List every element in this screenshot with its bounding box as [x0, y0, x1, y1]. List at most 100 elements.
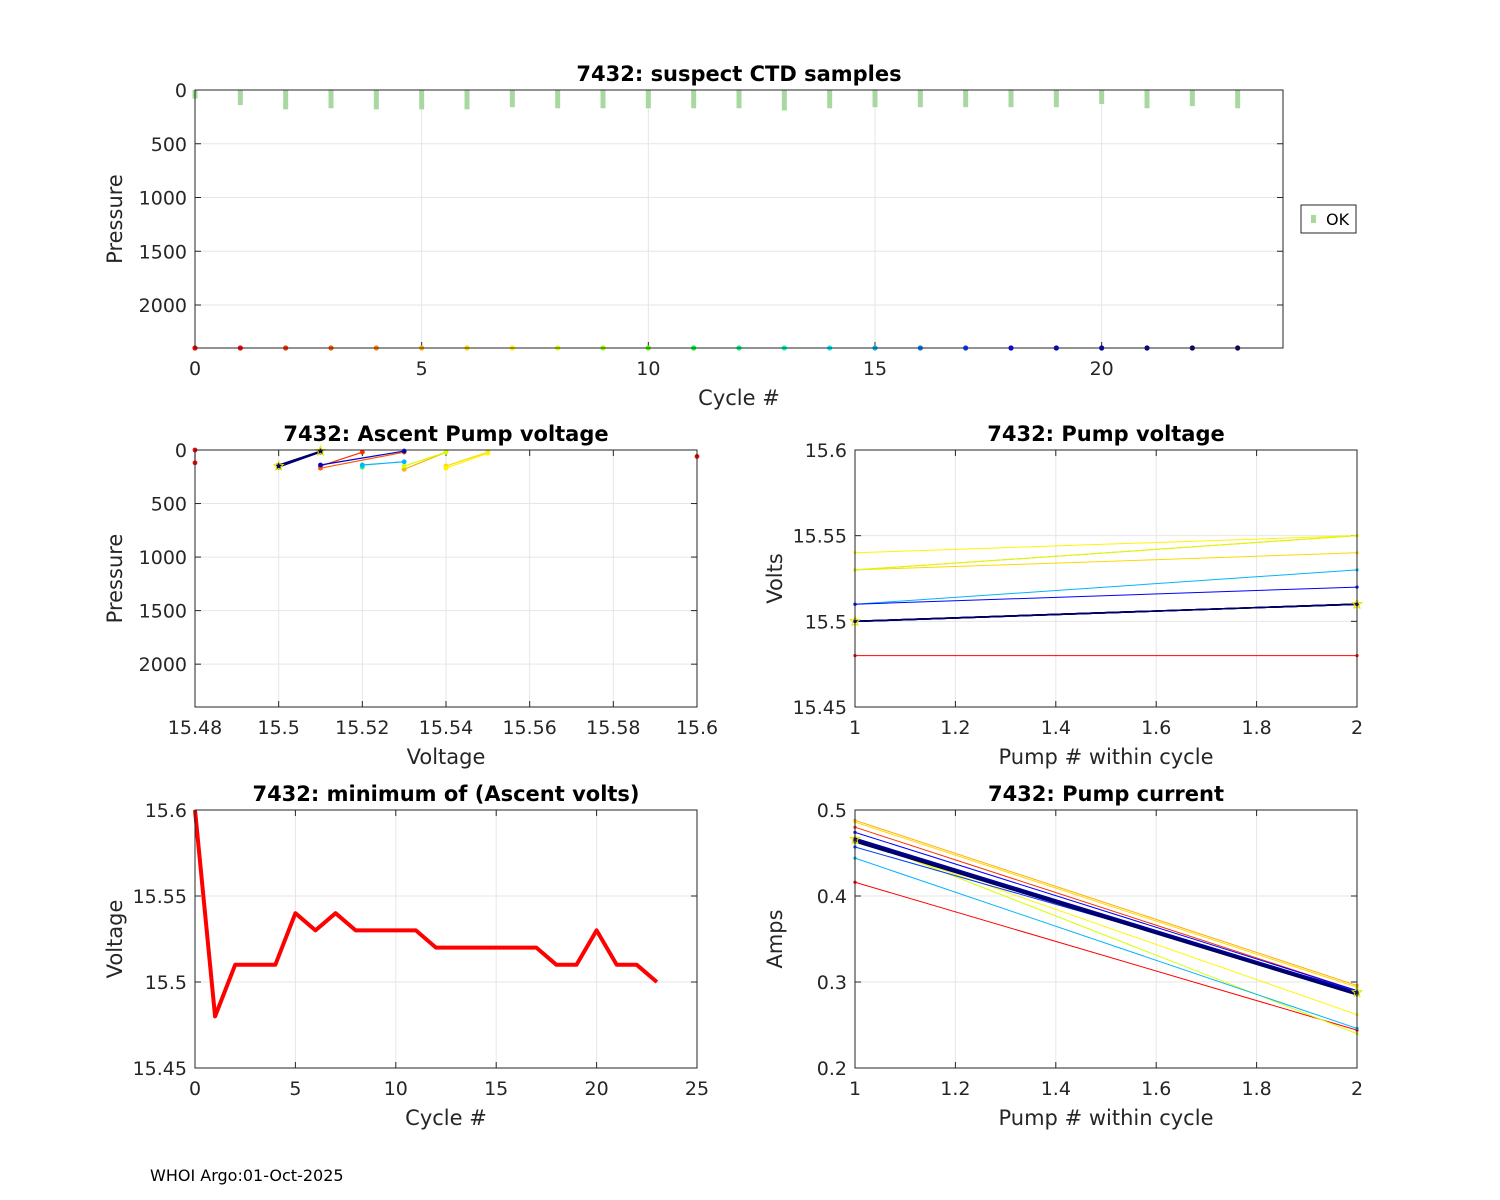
ascent-series-line — [445, 451, 489, 467]
x-tick-label: 5 — [416, 358, 428, 380]
ascent-point — [401, 459, 407, 465]
pump-current-line — [854, 819, 1358, 986]
plot-area — [855, 810, 1357, 1068]
pump-current-line — [854, 826, 1358, 992]
x-tick-label: 1.2 — [940, 1078, 970, 1100]
y-tick-label: 1000 — [139, 547, 187, 569]
ascent-point — [359, 462, 365, 468]
x-axis-label: Cycle # — [698, 386, 780, 410]
chart-title: 7432: Ascent Pump voltage — [283, 422, 608, 446]
pump-current-line — [854, 857, 1358, 1029]
min-voltage-point — [274, 964, 276, 966]
ascent-series-line — [445, 452, 489, 469]
x-tick-label: 2 — [1351, 717, 1363, 739]
footer-stamp: WHOI Argo:01-Oct-2025 — [150, 1166, 344, 1185]
chart-title: 7432: Pump current — [988, 782, 1224, 806]
plot-marks — [193, 809, 659, 1019]
y-tick-label: 2000 — [139, 295, 187, 317]
y-tick-label: 15.45 — [793, 697, 847, 719]
y-tick-label: 15.5 — [145, 972, 187, 994]
y-tick-label: 15.6 — [145, 800, 187, 822]
x-tick-label: 10 — [384, 1078, 408, 1100]
chart-title: 7432: Pump voltage — [987, 422, 1225, 446]
x-tick-label: 15.52 — [335, 717, 389, 739]
chart-min_ascent_volts: 0 5 10 15 20 25 15.45 15.5 15.55 15.6 7432: minimu… — [103, 782, 709, 1130]
x-axis-label: Pump # within cycle — [999, 745, 1214, 769]
x-tick-label: 5 — [289, 1078, 301, 1100]
min-voltage-point — [596, 929, 598, 931]
min-voltage-point — [535, 947, 537, 949]
y-axis-label: Pressure — [103, 534, 127, 624]
pump-current-line — [854, 837, 1358, 1035]
plot-area — [195, 810, 697, 1068]
plot-marks — [848, 534, 1364, 658]
star-marker — [314, 444, 327, 457]
chart-pump_current: 1 1.2 1.4 1.6 1.8 2 0.2 0.3 0.4 0.5 7432: Pump cur… — [763, 782, 1364, 1130]
min-voltage-point — [314, 929, 316, 931]
axes-frame — [194, 89, 1284, 349]
y-tick-label: 500 — [151, 134, 187, 156]
min-voltage-point — [294, 912, 296, 914]
x-tick-label: 1.4 — [1041, 717, 1071, 739]
pump-current-line — [854, 838, 1358, 1016]
legend-label-ok: OK — [1326, 210, 1350, 229]
y-tick-label: 2000 — [139, 654, 187, 676]
x-tick-label: 1 — [849, 1078, 861, 1100]
pump-voltage-line — [854, 569, 1358, 605]
y-tick-label: 15.55 — [793, 526, 847, 548]
y-tick-label: 15.55 — [133, 886, 187, 908]
pump-voltage-line — [854, 603, 1358, 623]
pump-voltage-line — [854, 535, 1358, 554]
x-tick-label: 1.4 — [1041, 1078, 1071, 1100]
ascent-point — [401, 463, 407, 469]
x-tick-label: 0 — [189, 358, 201, 380]
chart-suspect_ctd: 0 5 10 15 20 0 500 1000 1500 2000 7432: suspect CT… — [103, 62, 1357, 410]
x-tick-label: 1.6 — [1141, 1078, 1171, 1100]
min-voltage-point — [254, 964, 256, 966]
x-tick-label: 15.58 — [586, 717, 640, 739]
y-axis-label: Voltage — [103, 900, 127, 979]
plot-area — [195, 90, 1283, 348]
min-voltage-point — [455, 947, 457, 949]
x-tick-label: 15.48 — [168, 717, 222, 739]
plot-area — [855, 450, 1357, 707]
legend: OK — [1300, 204, 1357, 234]
y-tick-label: 500 — [151, 494, 187, 516]
min-voltage-point — [355, 929, 357, 931]
min-voltage-point — [214, 1015, 216, 1017]
ascent-point — [318, 462, 323, 468]
min-voltage-point — [495, 947, 497, 949]
min-voltage-point — [636, 964, 638, 966]
min-voltage-point — [375, 929, 377, 931]
y-tick-label: 1500 — [139, 601, 187, 623]
min-voltage-point — [555, 964, 557, 966]
y-tick-label: 15.45 — [133, 1058, 187, 1080]
pump-voltage-line — [854, 586, 1358, 605]
x-tick-label: 20 — [585, 1078, 609, 1100]
x-tick-label: 15 — [863, 358, 887, 380]
y-axis-label: Amps — [763, 909, 787, 968]
axes-frame — [194, 809, 698, 1069]
pump-current-line — [854, 839, 1358, 995]
x-tick-label: 20 — [1090, 358, 1114, 380]
x-axis-label: Cycle # — [405, 1106, 487, 1130]
ascent-series-line — [403, 451, 447, 467]
min-voltage-point — [435, 947, 437, 949]
ascent-point — [443, 449, 449, 455]
chart-title: 7432: suspect CTD samples — [576, 62, 901, 86]
y-tick-label: 0.2 — [817, 1058, 847, 1080]
x-tick-label: 25 — [685, 1078, 709, 1100]
y-tick-label: 0 — [175, 440, 187, 462]
star-marker — [272, 459, 285, 472]
axes-frame — [854, 449, 1358, 708]
x-tick-label: 10 — [636, 358, 660, 380]
pump-current-line — [854, 837, 1358, 994]
x-tick-label: 15 — [484, 1078, 508, 1100]
y-tick-label: 0.3 — [817, 972, 847, 994]
ascent-series-line — [320, 450, 405, 466]
ascent-point — [443, 465, 449, 471]
y-tick-label: 0.5 — [817, 800, 847, 822]
y-tick-label: 15.5 — [805, 611, 847, 633]
y-axis-label: Volts — [763, 553, 787, 604]
